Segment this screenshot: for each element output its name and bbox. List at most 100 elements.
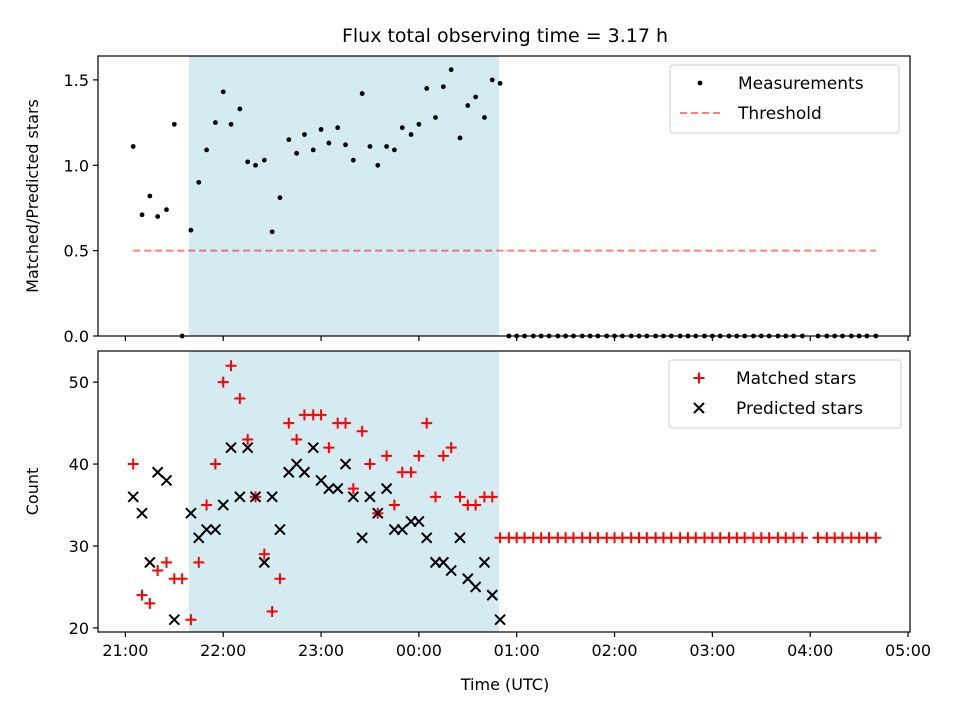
measurement-point xyxy=(465,103,471,108)
predicted-star-point xyxy=(200,523,213,536)
matched-star-point xyxy=(193,556,205,568)
matched-star-point xyxy=(356,425,368,437)
matched-star-point xyxy=(421,417,433,429)
matched-star-point xyxy=(347,483,359,495)
predicted-star-point xyxy=(323,482,335,495)
measurement-point xyxy=(448,67,454,73)
predicted-star-point xyxy=(356,532,368,544)
measurement-point xyxy=(416,121,422,127)
measurement-point xyxy=(384,144,390,149)
predicted-star-point xyxy=(339,458,352,470)
matched-star-point xyxy=(258,548,270,560)
legend-measurement-marker xyxy=(697,80,703,86)
matched-star-point xyxy=(445,442,457,454)
predicted-star-point xyxy=(307,441,319,454)
matched-star-point xyxy=(381,450,393,462)
y-tick-label: 40 xyxy=(69,455,89,474)
measurement-point xyxy=(269,229,275,235)
x-tick-label: 00:00 xyxy=(396,641,442,660)
measurement-point xyxy=(367,144,373,149)
measurement-point xyxy=(220,89,226,95)
measurement-point xyxy=(164,207,169,213)
predicted-star-point xyxy=(469,581,482,593)
y-axis-label: Count xyxy=(23,468,42,516)
measurement-point xyxy=(343,142,348,148)
matched-star-point xyxy=(242,433,254,445)
predicted-star-point xyxy=(168,614,181,626)
matched-star-point xyxy=(470,499,482,511)
predicted-star-point xyxy=(331,482,344,495)
predicted-star-point xyxy=(494,614,506,626)
matched-star-point xyxy=(291,433,303,445)
measurement-point xyxy=(392,147,397,153)
matched-star-point xyxy=(136,589,148,601)
measurement-point xyxy=(261,157,267,163)
measurement-point xyxy=(424,86,430,91)
matched-star-point xyxy=(323,442,335,454)
predicted-star-point xyxy=(347,491,360,503)
measurement-point xyxy=(130,144,136,149)
count-panel: 20 30 40 50 21:00 22:00 23:00 00:00 01:00 02:00 03… xyxy=(23,350,931,660)
measurement-point xyxy=(277,195,283,201)
x-tick-label: 22:00 xyxy=(200,641,246,660)
matched-star-point xyxy=(870,532,882,544)
predicted-star-point xyxy=(185,507,197,519)
matched-star-point xyxy=(388,499,400,511)
matched-star-point xyxy=(405,466,417,478)
matched-star-point xyxy=(160,556,172,568)
predicted-star-point xyxy=(364,491,376,503)
legend-label: Measurements xyxy=(738,74,864,94)
legend-label: Predicted stars xyxy=(736,399,863,419)
chart-title: Flux total observing time = 3.17 h xyxy=(342,25,668,47)
predicted-star-point xyxy=(209,523,222,536)
measurement-point xyxy=(253,162,258,168)
measurement-point xyxy=(155,214,161,219)
axes-frame xyxy=(97,55,911,337)
matched-star-point xyxy=(185,614,197,626)
measurement-point xyxy=(204,147,209,153)
measurement-point xyxy=(335,125,341,131)
predicted-star-point xyxy=(372,507,384,519)
y-tick-label: 30 xyxy=(69,537,89,556)
measurement-point xyxy=(294,150,299,156)
matched-star-point xyxy=(274,573,286,585)
predicted-star-point xyxy=(258,556,271,569)
x-tick-label: 23:00 xyxy=(298,641,344,660)
matched-star-point xyxy=(437,450,449,462)
matched-star-point xyxy=(176,573,188,585)
legend-label: Threshold xyxy=(737,104,822,124)
matched-star-point xyxy=(266,606,278,618)
measurement-point xyxy=(326,140,332,146)
y-tick-label: 0.0 xyxy=(64,327,89,346)
legend-predicted-marker xyxy=(693,402,705,414)
predicted-star-point xyxy=(234,491,246,503)
predicted-star-point xyxy=(241,441,254,454)
matched-star-point xyxy=(315,409,327,421)
y-tick-label: 1.0 xyxy=(64,156,89,175)
measurement-point xyxy=(433,115,438,120)
matched-star-point xyxy=(225,360,237,372)
measurement-point xyxy=(350,157,356,163)
matched-star-point xyxy=(152,565,164,577)
matched-star-point xyxy=(796,532,808,544)
predicted-star-point xyxy=(486,589,498,601)
matched-star-point xyxy=(340,417,352,429)
measurement-point xyxy=(188,227,194,233)
matched-star-point xyxy=(430,491,442,503)
measurement-point xyxy=(171,121,177,127)
predicted-star-point xyxy=(380,482,393,495)
y-tick-label: 0.5 xyxy=(64,242,89,261)
x-axis-label: Time (UTC) xyxy=(460,675,549,694)
measurement-point xyxy=(310,147,316,153)
axes-frame xyxy=(97,350,911,633)
measurement-point xyxy=(408,132,414,137)
predicted-star-point xyxy=(421,532,433,544)
legend-box xyxy=(668,359,902,429)
measurement-point xyxy=(212,120,218,125)
predicted-star-point xyxy=(160,474,173,487)
matched-star-point xyxy=(486,491,498,503)
predicted-star-point xyxy=(136,507,148,519)
measurement-point xyxy=(286,137,292,143)
measurement-point xyxy=(482,115,487,120)
